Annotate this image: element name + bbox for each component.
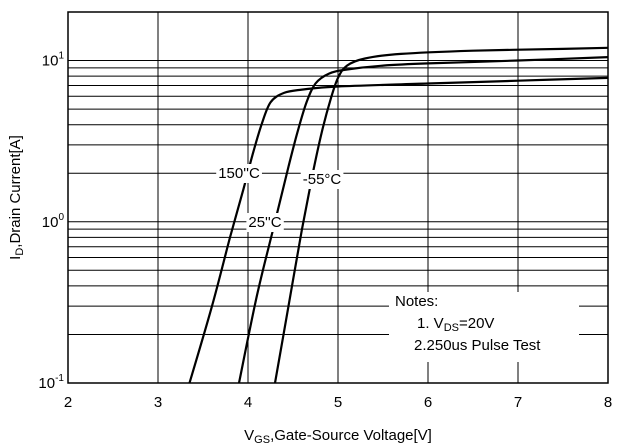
x-axis-label-main: V bbox=[244, 427, 254, 444]
x-tick-labels: 2 3 4 5 6 7 8 bbox=[64, 394, 612, 411]
y-axis-label-rest: ,Drain Current[A] bbox=[7, 135, 24, 248]
curve-label: -55°C bbox=[303, 171, 342, 188]
x-tick-label: 8 bbox=[604, 394, 612, 411]
curve-label-background bbox=[216, 164, 262, 183]
series-line-2 bbox=[273, 46, 609, 384]
notes-box: Notes: 1. VDS=20V 2.250us Pulse Test bbox=[389, 292, 579, 362]
y-tick-labels: 10-1 100 101 bbox=[38, 51, 64, 392]
y-tick-label: 100 bbox=[42, 212, 65, 231]
y-axis-label-subscript: D bbox=[14, 248, 26, 256]
notes-background bbox=[389, 292, 579, 362]
notes-line2: 2.250us Pulse Test bbox=[414, 337, 541, 354]
notes-line1-rest: =20V bbox=[459, 315, 494, 332]
x-tick-label: 2 bbox=[64, 394, 72, 411]
curve-labels: 150''C 25''C -55°C bbox=[216, 164, 344, 232]
curve-label-background bbox=[246, 213, 284, 232]
notes-line1: 1. VDS=20V bbox=[417, 315, 494, 334]
x-tick-label: 4 bbox=[244, 394, 252, 411]
y-axis-label-main: I bbox=[7, 256, 24, 260]
plot-frame bbox=[67, 11, 609, 384]
x-tick-label: 3 bbox=[154, 394, 162, 411]
y-tick-label: 10-1 bbox=[38, 373, 64, 392]
x-tick-label: 7 bbox=[514, 394, 522, 411]
curve-label: 25''C bbox=[248, 214, 281, 231]
notes-title: Notes: bbox=[395, 293, 438, 310]
y-axis-label: ID,Drain Current[A] bbox=[7, 135, 26, 260]
curve-label: 150''C bbox=[218, 165, 260, 182]
x-axis-label: VGS,Gate-Source Voltage[V] bbox=[244, 427, 432, 446]
y-tick-label: 101 bbox=[42, 51, 65, 70]
x-axis-label-rest: ,Gate-Source Voltage[V] bbox=[270, 427, 432, 444]
x-axis-label-subscript: GS bbox=[254, 434, 270, 446]
x-tick-label: 6 bbox=[424, 394, 432, 411]
curve-label-background bbox=[300, 170, 344, 189]
x-tick-label: 5 bbox=[334, 394, 342, 411]
notes-line1-subscript: DS bbox=[444, 322, 459, 334]
series-line-0 bbox=[188, 76, 609, 384]
notes-line1-prefix: 1. V bbox=[417, 315, 444, 332]
